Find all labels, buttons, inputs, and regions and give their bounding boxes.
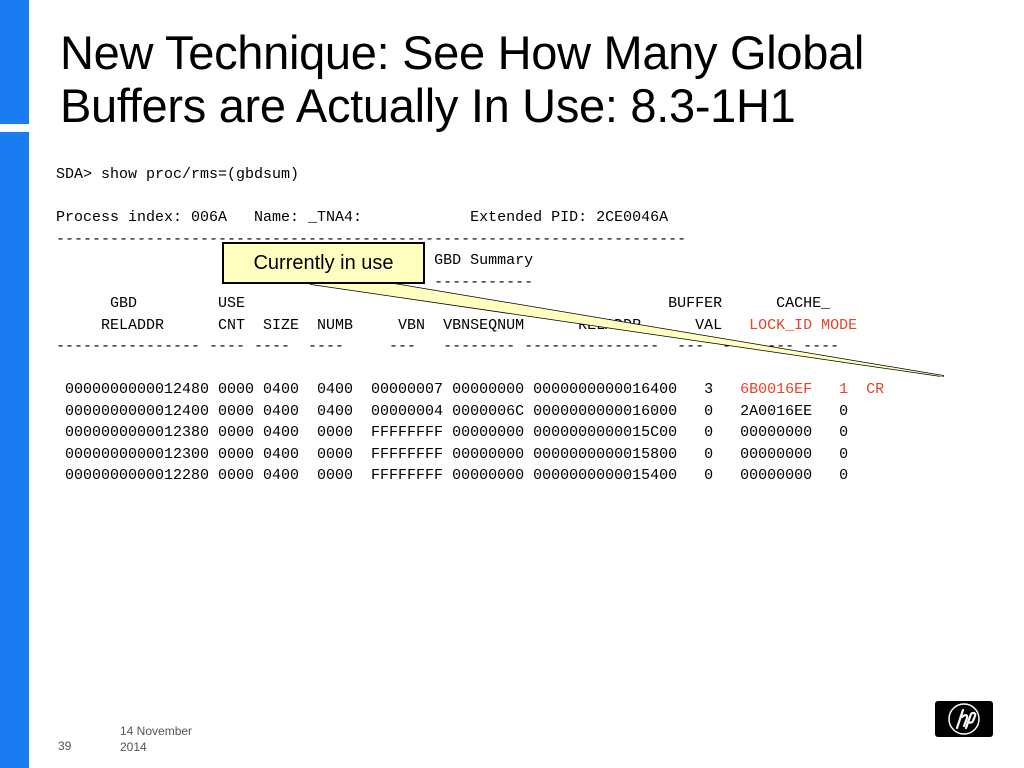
- column-header-lock-mode: LOCK_ID MODE: [749, 316, 858, 334]
- sidebar-gap: [0, 124, 29, 132]
- sidebar-accent-bottom: [0, 132, 29, 768]
- column-header-2: RELADDR CNT SIZE NUMB VBN VBNSEQNUM RELA…: [56, 316, 750, 334]
- table-row: 0000000000012300 0000 0400 0000 FFFFFFFF…: [56, 445, 849, 463]
- table-row: 0000000000012280 0000 0400 0000 FFFFFFFF…: [56, 467, 849, 484]
- hp-logo: [935, 701, 993, 737]
- sda-console-output: SDA> show proc/rms=(gbdsum) Process inde…: [56, 164, 884, 487]
- command-line: SDA> show proc/rms=(gbdsum): [56, 166, 300, 183]
- sidebar-accent-top: [0, 0, 29, 124]
- column-header-1: GBD USE BUFFER CACHE_: [56, 295, 831, 312]
- callout-currently-in-use: Currently in use: [222, 242, 425, 284]
- column-header-dashes: ---------------- ---- ---- ---- --- ----…: [56, 338, 840, 355]
- process-line: Process index: 006A Name: _TNA4: Extende…: [56, 209, 669, 226]
- slide-title: New Technique: See How Many Global Buffe…: [60, 26, 865, 132]
- page-number: 39: [58, 739, 72, 753]
- summary-title-text: GBD Summary: [434, 252, 534, 269]
- summary-underline: -----------: [434, 273, 534, 291]
- table-row: 0000000000012480 0000 0400 0400 00000007…: [56, 381, 741, 398]
- footer-date: 14 November 2014: [120, 724, 193, 754]
- table-row-highlight: 6B0016EF 1 CR: [740, 381, 885, 398]
- separator-line: ----------------------------------------…: [56, 230, 687, 248]
- table-row: 0000000000012380 0000 0400 0000 FFFFFFFF…: [56, 424, 849, 441]
- table-row: 0000000000012400 0000 0400 0400 00000004…: [56, 402, 849, 420]
